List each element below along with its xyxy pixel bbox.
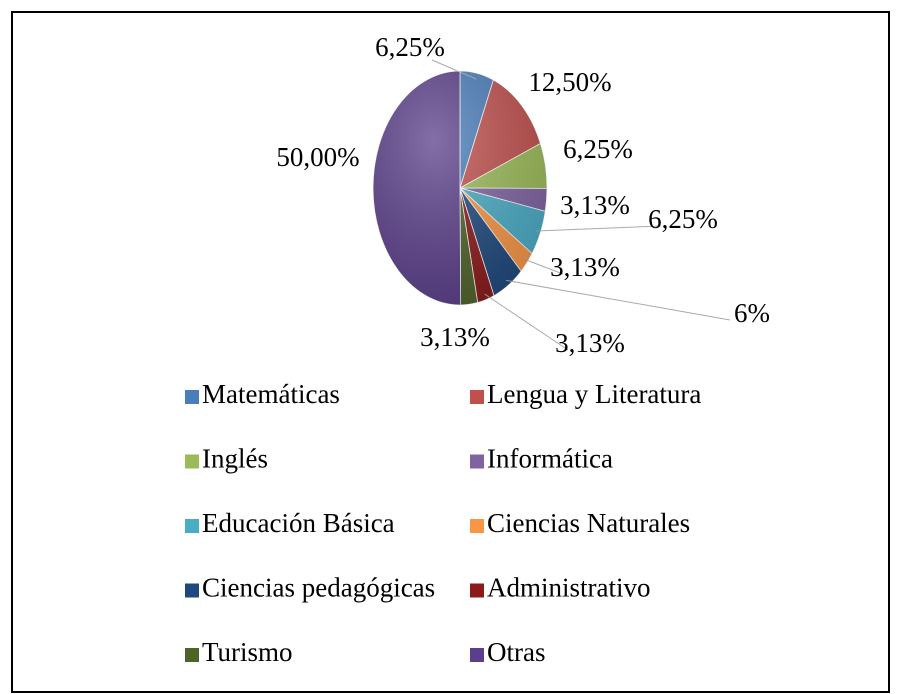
legend-label: Educación Básica (202, 508, 395, 538)
data-label: 6,25% (563, 134, 633, 164)
legend-swatch (470, 583, 484, 598)
data-label: 6% (734, 298, 770, 328)
data-label: 3,13% (560, 190, 630, 220)
data-label: 6,25% (648, 204, 718, 234)
legend-label: Informática (487, 444, 613, 474)
leader-line (536, 225, 662, 232)
legend-swatch (185, 390, 199, 404)
legend-swatch (185, 648, 199, 662)
legend-swatch (185, 519, 199, 533)
legend-swatch (185, 583, 199, 598)
legend-label: Otras (487, 637, 545, 667)
legend-swatch (470, 390, 484, 404)
legend-swatch (470, 519, 484, 533)
legend-label: Turismo (202, 637, 293, 667)
legend-label: Matemáticas (202, 379, 340, 409)
legend-label: Ciencias pedagógicas (202, 573, 435, 603)
legend-label: Lengua y Literatura (487, 379, 701, 409)
data-label: 12,50% (528, 67, 611, 97)
legend-label: Ciencias Naturales (487, 508, 690, 538)
data-label: 6,25% (375, 32, 445, 62)
legend-label: Administrativo (487, 573, 651, 603)
legend-swatch (470, 648, 484, 662)
data-label: 50,00% (276, 142, 359, 172)
data-label: 3,13% (550, 252, 620, 282)
data-label: 3,13% (420, 322, 490, 352)
legend-swatch (470, 454, 484, 469)
legend-swatch (185, 454, 199, 469)
legend-label: Inglés (202, 444, 268, 474)
data-label: 3,13% (555, 328, 625, 358)
